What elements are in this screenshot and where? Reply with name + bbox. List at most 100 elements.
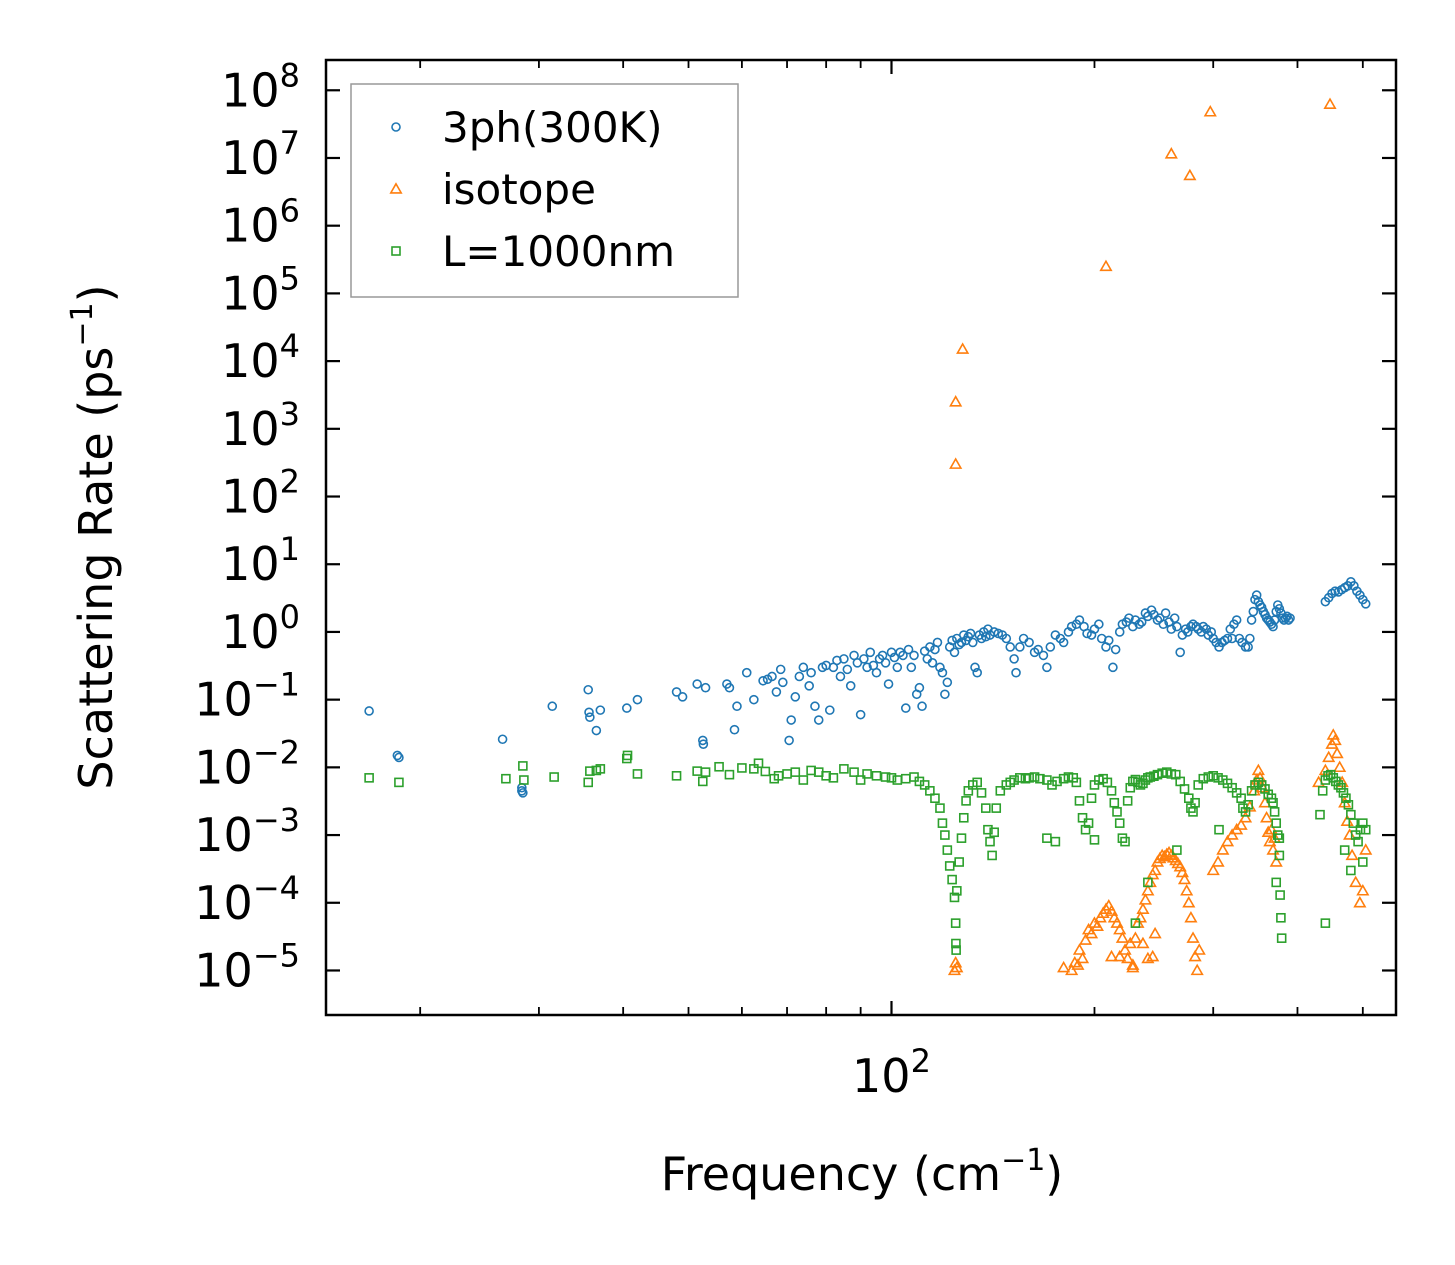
data-point	[989, 827, 999, 838]
data-point	[950, 918, 961, 928]
data-point	[1192, 943, 1206, 955]
data-point	[697, 776, 708, 787]
data-point	[1268, 797, 1278, 808]
data-point	[1353, 895, 1367, 908]
data-point	[859, 654, 869, 664]
data-point	[927, 658, 938, 668]
data-point	[1094, 619, 1104, 630]
data-point	[392, 750, 403, 761]
data-point	[855, 709, 866, 720]
data-point	[1024, 773, 1034, 783]
data-point	[1220, 834, 1235, 847]
data-point	[1104, 904, 1119, 916]
data-point	[1024, 637, 1034, 648]
data-point	[758, 675, 768, 686]
data-point	[900, 773, 911, 784]
data-point	[935, 803, 945, 813]
data-point	[1275, 890, 1285, 900]
data-point	[1260, 810, 1274, 823]
data-point	[394, 777, 404, 788]
data-point	[972, 777, 983, 788]
data-point	[813, 715, 824, 725]
data-point	[771, 687, 782, 697]
data-point	[1253, 771, 1267, 783]
data-point	[880, 772, 891, 782]
data-point	[1261, 825, 1275, 837]
data-point	[700, 682, 711, 693]
y-tick-label: 10−2	[194, 733, 300, 794]
ticks-layer: 10−510−410−310−210−110010110210310410510…	[194, 56, 1396, 1103]
y-tick-label: 10−1	[194, 666, 300, 727]
data-point	[1271, 877, 1282, 888]
legend: 3ph(300K) isotope L=1000nm	[350, 83, 739, 298]
data-point	[1058, 637, 1069, 648]
data-point	[1222, 633, 1233, 644]
data-point	[1315, 809, 1325, 820]
data-point	[1172, 845, 1182, 855]
data-point	[1211, 855, 1225, 867]
data-point	[671, 687, 682, 697]
data-point	[967, 637, 978, 648]
data-point	[1231, 615, 1242, 625]
data-point	[1274, 850, 1285, 861]
data-point	[940, 689, 950, 700]
data-point	[1143, 773, 1153, 783]
data-point	[942, 677, 953, 688]
data-point	[782, 769, 792, 779]
legend-item: 3ph(300K)	[391, 103, 662, 152]
data-point	[949, 395, 963, 407]
data-point	[909, 650, 919, 661]
data-point	[1175, 647, 1185, 658]
data-point	[1328, 733, 1342, 746]
data-point	[1035, 773, 1045, 784]
data-point	[729, 724, 740, 735]
data-point	[871, 667, 882, 678]
data-point	[1015, 773, 1025, 783]
data-point	[1090, 919, 1104, 931]
data-point	[547, 701, 558, 712]
data-point	[954, 857, 964, 867]
data-point	[1360, 824, 1371, 835]
data-point	[947, 874, 957, 885]
data-point	[1360, 599, 1371, 609]
data-point	[845, 681, 856, 691]
data-point	[1042, 775, 1052, 785]
data-point	[855, 775, 866, 785]
data-point	[1336, 782, 1346, 793]
y-axis-label: Scattering Rate (ps−1)	[65, 284, 123, 789]
data-point	[1358, 857, 1368, 867]
data-point	[976, 633, 987, 644]
data-point	[1146, 605, 1157, 615]
data-point	[1015, 642, 1025, 652]
data-point	[991, 803, 1002, 813]
data-point	[804, 681, 814, 691]
data-point	[1177, 872, 1192, 885]
data-point	[919, 646, 930, 656]
data-point	[1158, 619, 1169, 630]
data-point	[1164, 147, 1178, 159]
data-point	[956, 342, 970, 354]
data-point	[1148, 926, 1162, 939]
y-tick-label: 106	[221, 192, 300, 253]
data-point	[958, 812, 969, 823]
data-point	[1353, 836, 1363, 847]
data-point	[1320, 918, 1331, 928]
data-point	[1246, 615, 1257, 625]
data-point	[883, 679, 894, 689]
data-point	[862, 662, 872, 673]
data-point	[1146, 949, 1160, 962]
data-point	[784, 735, 794, 746]
data-point	[1141, 884, 1155, 896]
data-point	[839, 654, 849, 664]
data-point	[944, 861, 955, 871]
data-point	[632, 694, 643, 705]
y-tick-label: 105	[221, 259, 300, 320]
data-point	[1182, 895, 1196, 908]
data-point	[1121, 951, 1135, 964]
data-point	[583, 684, 594, 695]
data-point	[1106, 786, 1117, 796]
data-point	[1078, 933, 1093, 945]
data-point	[1118, 943, 1132, 955]
data-point	[1243, 799, 1253, 810]
data-point	[1113, 949, 1127, 962]
